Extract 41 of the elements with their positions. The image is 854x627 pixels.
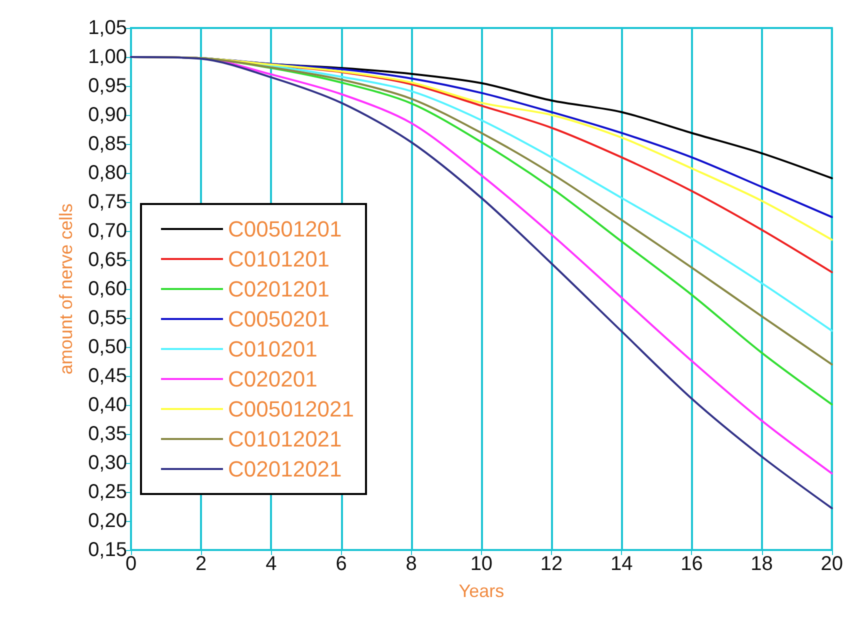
x-tick-label: 8 xyxy=(406,553,417,575)
y-tick-label: 0,75 xyxy=(88,191,127,213)
y-tick-label: 0,80 xyxy=(88,162,127,184)
legend-label: C02012021 xyxy=(228,456,342,482)
y-tick-label: 0,40 xyxy=(88,394,127,416)
y-tick-label: 0,90 xyxy=(88,104,127,126)
y-tick-label: 1,05 xyxy=(88,17,127,39)
x-tick-label: 10 xyxy=(470,553,493,575)
y-tick-label: 0,50 xyxy=(88,336,127,358)
y-tick-label: 0,95 xyxy=(88,75,127,97)
y-tick-label: 0,20 xyxy=(88,510,127,532)
x-tick-label: 16 xyxy=(680,553,703,575)
x-tick-label: 14 xyxy=(610,553,633,575)
legend-label: C0101201 xyxy=(228,246,330,272)
y-tick-label: 0,55 xyxy=(88,307,127,329)
legend-label: C010201 xyxy=(228,336,318,362)
legend-label: C01012021 xyxy=(228,426,342,452)
y-tick-label: 0,35 xyxy=(88,423,127,445)
x-tick-label: 20 xyxy=(820,553,843,575)
y-tick-label: 0,15 xyxy=(88,539,127,561)
y-tick-label: 0,60 xyxy=(88,278,127,300)
legend-label: C005012021 xyxy=(228,396,354,422)
legend-label: C0201201 xyxy=(228,276,330,302)
x-tick-label: 12 xyxy=(540,553,563,575)
x-tick-label: 6 xyxy=(336,553,347,575)
x-axis-title: Years xyxy=(458,581,504,601)
x-tick-label: 0 xyxy=(125,553,137,575)
y-tick-label: 0,70 xyxy=(88,220,127,242)
x-tick-label: 4 xyxy=(266,553,277,575)
legend-label: C0050201 xyxy=(228,306,330,332)
y-tick-label: 1,00 xyxy=(88,46,127,68)
y-tick-label: 0,45 xyxy=(88,365,127,387)
y-tick-label: 0,65 xyxy=(88,249,127,271)
y-axis-title: amount of nerve cells xyxy=(56,203,76,375)
y-tick-label: 0,30 xyxy=(88,452,127,474)
x-tick-label: 18 xyxy=(750,553,773,575)
x-tick-label: 2 xyxy=(196,553,207,575)
legend-label: C00501201 xyxy=(228,216,342,242)
legend-label: C020201 xyxy=(228,366,318,392)
y-tick-label: 0,25 xyxy=(88,481,127,503)
y-tick-label: 0,85 xyxy=(88,133,127,155)
